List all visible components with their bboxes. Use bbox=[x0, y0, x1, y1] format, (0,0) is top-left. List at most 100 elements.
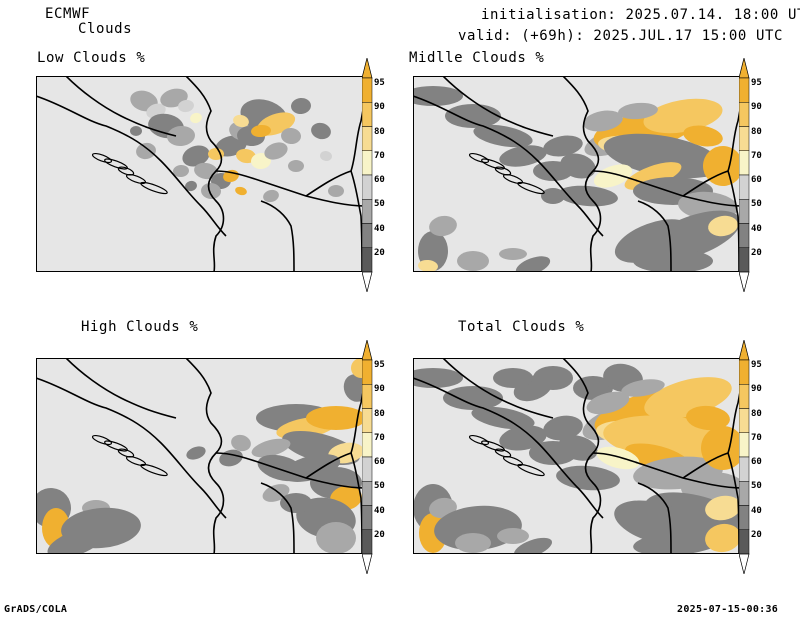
cloud-area bbox=[705, 495, 741, 521]
cloud-area bbox=[208, 148, 224, 160]
border-line bbox=[637, 200, 672, 272]
colorbar-label: 20 bbox=[374, 247, 385, 258]
panel-title-low: Low Clouds % bbox=[37, 50, 146, 66]
border-line bbox=[592, 170, 743, 207]
border-line bbox=[215, 452, 366, 489]
island-group bbox=[468, 152, 545, 195]
colorbar-label: 70 bbox=[751, 432, 762, 443]
colorbar-middle: 95 90 80 70 60 50 40 20 bbox=[739, 58, 799, 292]
cloud-area bbox=[178, 99, 194, 113]
cloud-area bbox=[558, 435, 598, 461]
cloud-area bbox=[703, 146, 743, 186]
colorbar-band bbox=[362, 505, 373, 530]
colorbar-label: 40 bbox=[751, 505, 762, 516]
colorbar-band bbox=[362, 199, 373, 224]
colorbar-label: 20 bbox=[751, 529, 762, 540]
colorbar-total: 95 90 80 70 60 50 40 20 bbox=[739, 340, 799, 574]
island bbox=[494, 166, 512, 176]
colorbar-label: 90 bbox=[374, 384, 385, 395]
island bbox=[140, 181, 168, 195]
colorbar-band bbox=[362, 529, 373, 555]
product-name: Clouds bbox=[78, 21, 133, 37]
cloud-area bbox=[231, 434, 251, 452]
island bbox=[517, 181, 545, 195]
map-middle-clouds bbox=[413, 76, 743, 272]
colorbar-band bbox=[739, 247, 750, 273]
colorbar-label: 70 bbox=[374, 432, 385, 443]
cloud-area bbox=[683, 125, 723, 147]
cloud-area bbox=[596, 446, 640, 470]
colorbar-arrow-top bbox=[362, 340, 373, 361]
island-group bbox=[468, 434, 545, 477]
colorbar-label: 60 bbox=[374, 457, 385, 468]
colorbar-arrow-top bbox=[739, 340, 750, 361]
cloud-area bbox=[499, 145, 547, 167]
island bbox=[140, 463, 168, 477]
cloud-area bbox=[320, 150, 332, 162]
island bbox=[117, 448, 135, 458]
cloud-area bbox=[264, 142, 288, 160]
cloud-area bbox=[167, 125, 195, 147]
cloud-area bbox=[586, 391, 630, 415]
island bbox=[517, 463, 545, 477]
cloud-area bbox=[533, 366, 573, 390]
border-line bbox=[442, 76, 554, 137]
colorbar-arrow-top bbox=[739, 58, 750, 79]
colorbar-label: 40 bbox=[374, 505, 385, 516]
valid-time: valid: (+69h): 2025.JUL.17 15:00 UTC bbox=[458, 28, 784, 44]
map-total-clouds bbox=[413, 358, 743, 554]
colorbar-label: 95 bbox=[374, 78, 385, 89]
cloud-area bbox=[251, 124, 271, 138]
cloud-area bbox=[497, 528, 529, 544]
colorbar-band bbox=[362, 247, 373, 273]
colorbar-band bbox=[362, 359, 373, 385]
cloud-area bbox=[701, 426, 743, 470]
colorbar-label: 90 bbox=[751, 384, 762, 395]
cloud-area bbox=[173, 164, 189, 178]
panel-title-total: Total Clouds % bbox=[458, 319, 585, 335]
cloud-area bbox=[708, 215, 738, 237]
colorbar-band bbox=[739, 223, 750, 248]
colorbar-label: 20 bbox=[751, 247, 762, 258]
colorbar-arrow-bottom bbox=[362, 553, 373, 574]
colorbar-label: 40 bbox=[751, 223, 762, 234]
cloud-area bbox=[186, 446, 206, 460]
colorbar-label: 50 bbox=[374, 481, 385, 492]
colorbar-band bbox=[362, 432, 373, 458]
cloud-area bbox=[281, 127, 301, 145]
border-line bbox=[260, 200, 295, 272]
colorbar-band bbox=[739, 432, 750, 458]
colorbar-label: 80 bbox=[751, 408, 762, 419]
island-group bbox=[91, 152, 168, 195]
cloud-area bbox=[328, 185, 344, 197]
border-line bbox=[36, 377, 227, 519]
cloud-area bbox=[201, 182, 221, 200]
panel-title-middle: Midlle Clouds % bbox=[409, 50, 545, 66]
colorbar-label: 50 bbox=[374, 199, 385, 210]
colorbar-label: 95 bbox=[751, 360, 762, 371]
island bbox=[91, 152, 113, 164]
cloud-area bbox=[235, 186, 247, 196]
cloud-area bbox=[429, 215, 457, 237]
cloud-area bbox=[686, 405, 730, 431]
colorbar-band bbox=[739, 384, 750, 409]
cloud-area bbox=[633, 249, 713, 272]
colorbar-band bbox=[362, 126, 373, 151]
colorbar-band bbox=[362, 481, 373, 506]
cloud-area bbox=[316, 522, 356, 554]
colorbar-label: 70 bbox=[374, 150, 385, 161]
colorbar-band bbox=[362, 408, 373, 433]
colorbar-band bbox=[362, 102, 373, 127]
footer-software: GrADS/COLA bbox=[4, 604, 68, 615]
colorbar-label: 80 bbox=[751, 126, 762, 137]
cloud-area bbox=[233, 114, 249, 128]
border-line bbox=[215, 170, 366, 207]
colorbar-band bbox=[739, 529, 750, 555]
cloud-area bbox=[236, 148, 256, 164]
colorbar-label: 20 bbox=[374, 529, 385, 540]
cloud-area bbox=[705, 523, 741, 553]
cloud-area bbox=[443, 386, 503, 410]
colorbar-band bbox=[362, 223, 373, 248]
colorbar-band bbox=[362, 150, 373, 176]
cloud-area bbox=[633, 530, 723, 554]
